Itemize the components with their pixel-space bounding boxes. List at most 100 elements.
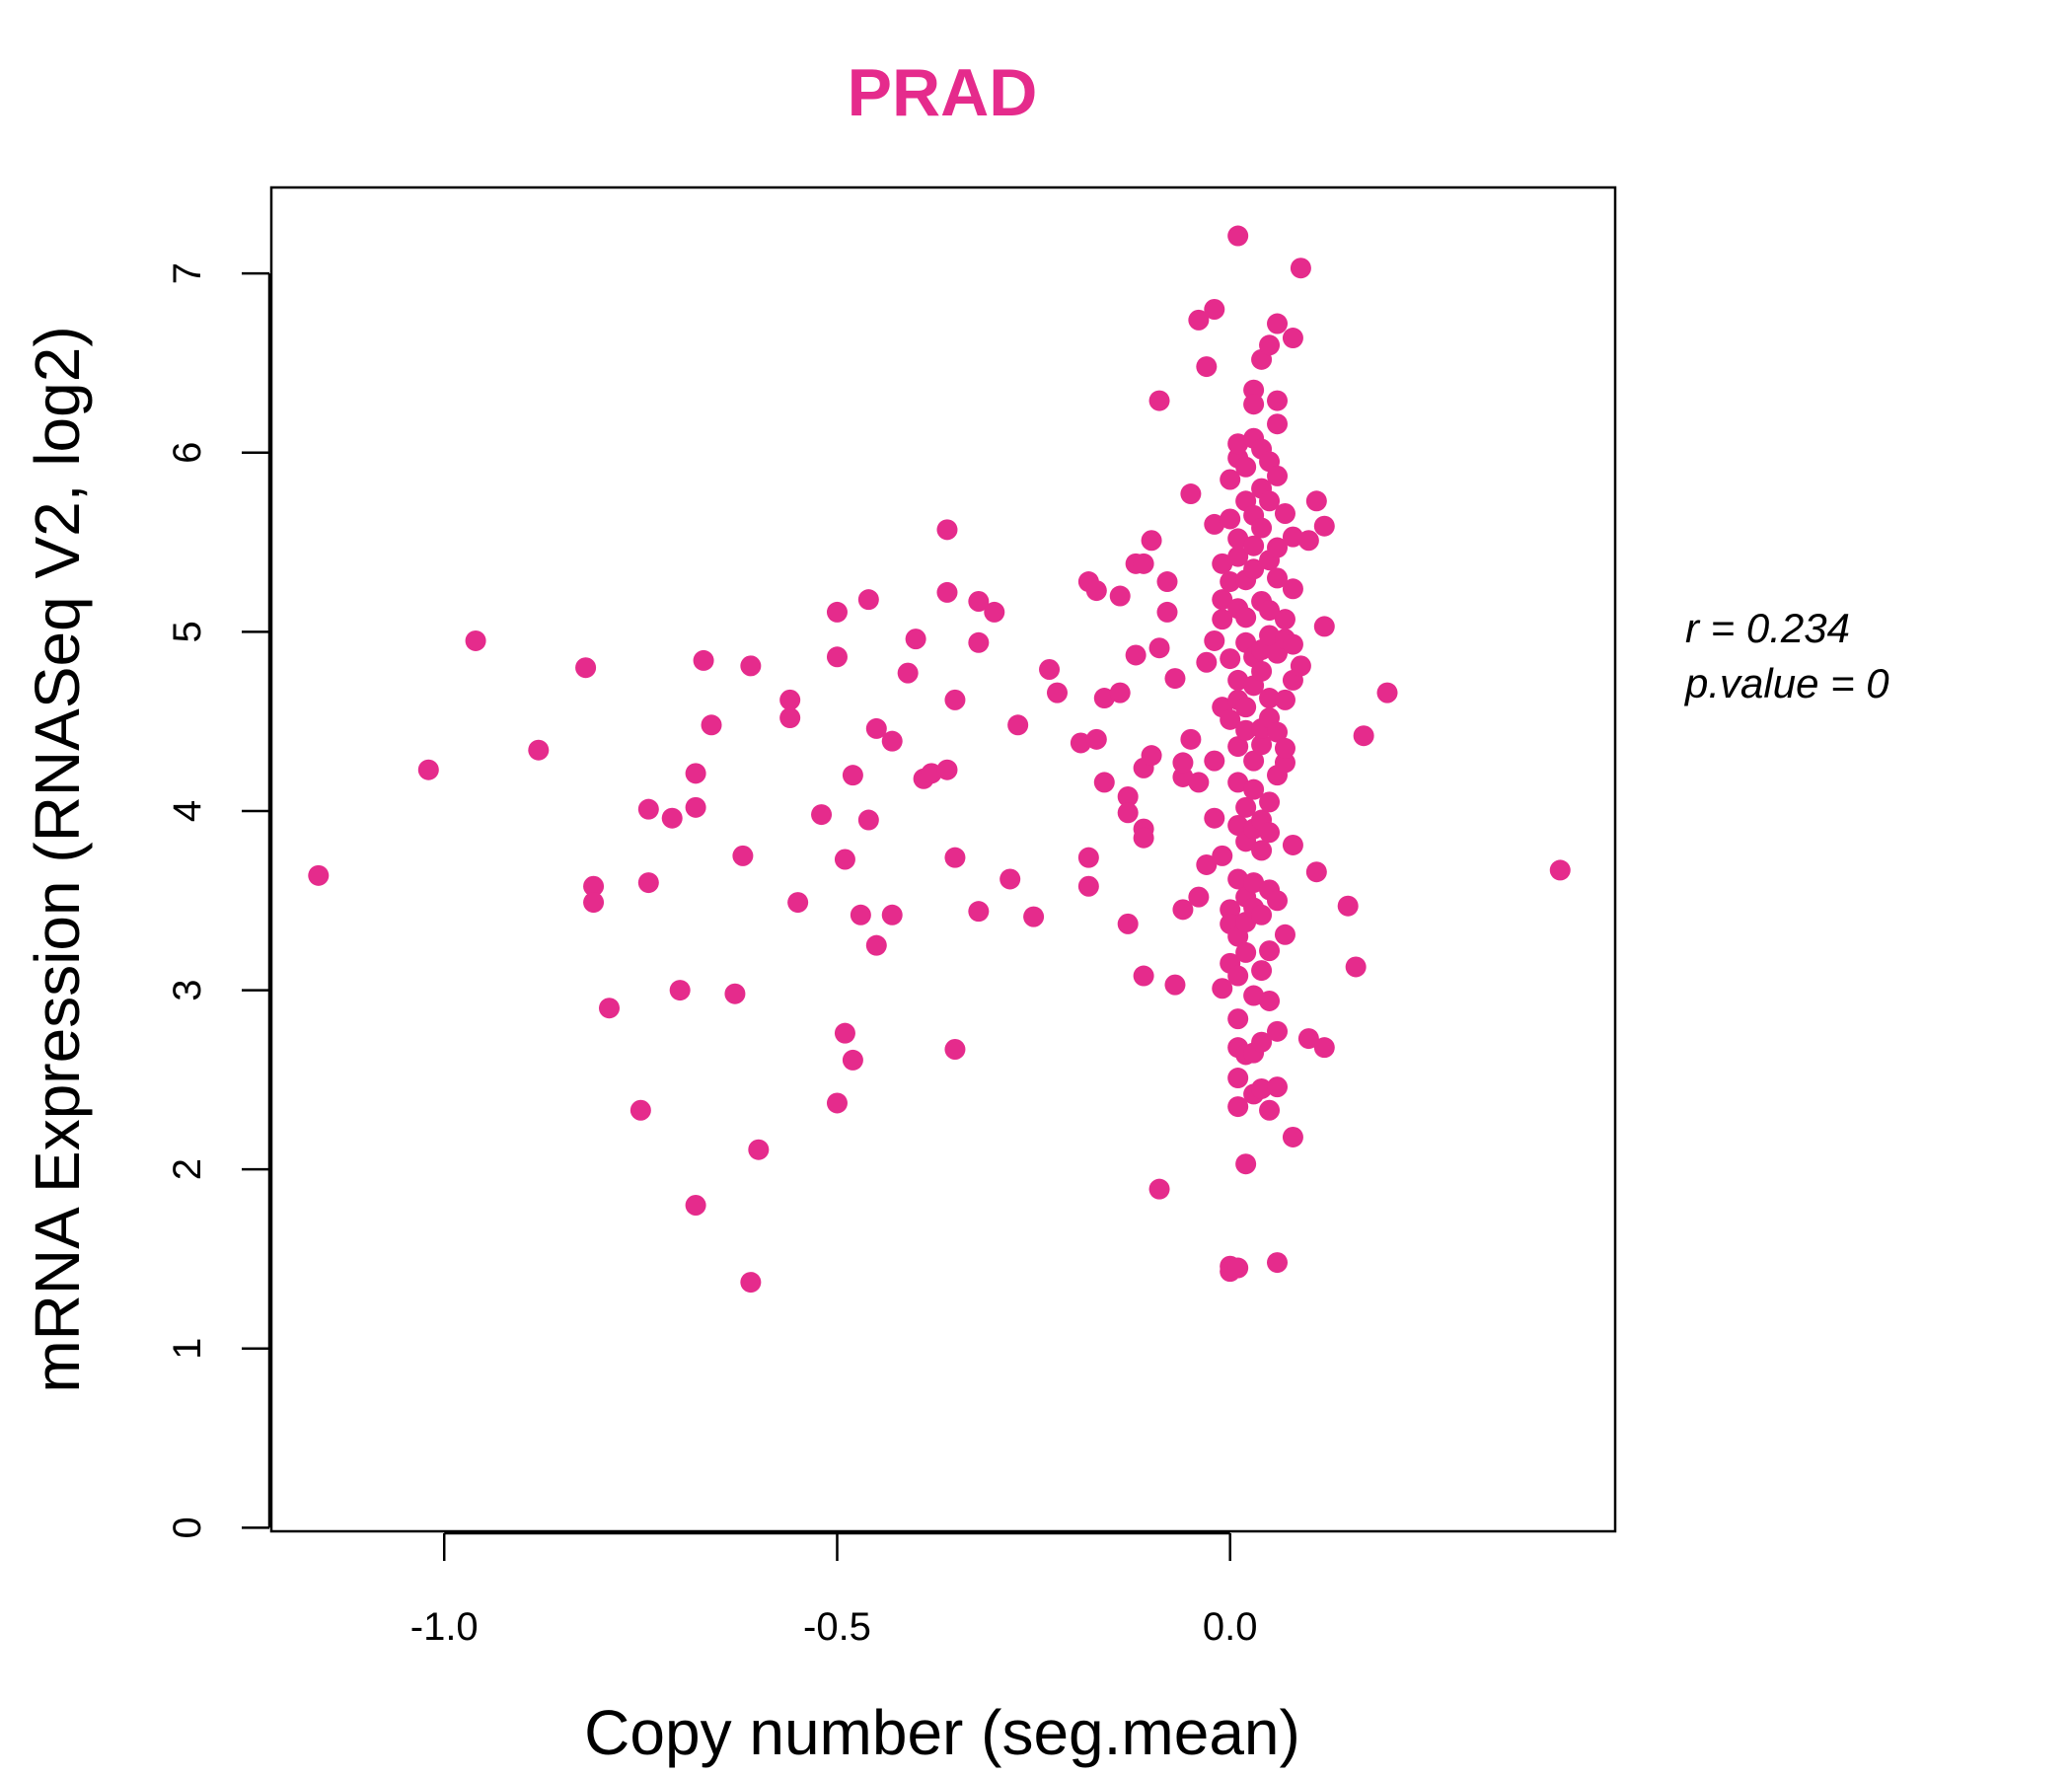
scatter-point [1141, 745, 1162, 767]
scatter-point [1093, 688, 1115, 709]
scatter-point [1243, 379, 1265, 401]
scatter-point [465, 629, 486, 651]
scatter-point [685, 796, 706, 818]
scatter-point [1267, 313, 1289, 334]
scatter-point [732, 845, 754, 866]
scatter-point [1259, 822, 1281, 844]
scatter-point [1109, 585, 1131, 607]
scatter-point [1196, 651, 1218, 673]
scatter-point [857, 589, 879, 611]
scatter-point [1251, 660, 1273, 682]
scatter-point [787, 892, 809, 914]
scatter-point [1243, 985, 1265, 1006]
scatter-point [1227, 772, 1249, 793]
scatter-point [1164, 668, 1186, 690]
scatter-point [1133, 553, 1154, 574]
scatter-point [1274, 737, 1295, 759]
scatter-point [944, 1038, 966, 1060]
scatter-point [1282, 328, 1303, 349]
scatter-point [528, 739, 550, 761]
scatter-point [1267, 465, 1289, 486]
scatter-point [701, 714, 722, 736]
scatter-point [1353, 725, 1374, 747]
scatter-point [936, 581, 958, 603]
scatter-point [1046, 682, 1068, 703]
y-tick-label: 4 [166, 800, 209, 822]
scatter-point [1267, 1020, 1289, 1042]
scatter-point [1267, 537, 1289, 558]
scatter-point [1227, 868, 1249, 890]
chart-title: PRAD [848, 55, 1038, 130]
scatter-point [1220, 571, 1241, 593]
scatter-point [1148, 390, 1170, 411]
scatter-point [936, 519, 958, 541]
scatter-point [1227, 528, 1249, 550]
scatter-point [1297, 1028, 1319, 1050]
scatter-point [1267, 1252, 1289, 1274]
scatter-point [1023, 906, 1045, 927]
scatter-point [1204, 629, 1225, 651]
scatter-point [1220, 508, 1241, 530]
scatter-point [1290, 655, 1311, 677]
scatter-point [1227, 225, 1249, 247]
scatter-point [1227, 1257, 1249, 1279]
y-axis: 0 1 2 3 4 5 6 7 [166, 262, 271, 1538]
scatter-point [1212, 589, 1233, 611]
scatter-point [629, 1099, 651, 1121]
scatter-point [1243, 750, 1265, 772]
scatter-point [779, 707, 801, 729]
scatter-point [1117, 785, 1139, 807]
scatter-point [1148, 1178, 1170, 1200]
plot-frame [269, 185, 1617, 1533]
p-value-label: p.value = 0 [1683, 660, 1889, 706]
scatter-point [1259, 625, 1281, 646]
scatter-point [1251, 1077, 1273, 1099]
scatter-point [1290, 258, 1311, 279]
scatter-point [779, 689, 801, 710]
scatter-point [1251, 960, 1273, 982]
scatter-point [1220, 469, 1241, 490]
scatter-point [1117, 913, 1139, 934]
y-tick-label: 1 [166, 1338, 209, 1360]
scatter-point [968, 590, 990, 612]
scatter-point [1235, 941, 1257, 963]
scatter-point [685, 763, 706, 784]
scatter-point [1133, 965, 1154, 987]
scatter-point [1313, 616, 1335, 637]
scatter-point [1188, 772, 1210, 793]
scatter-point [1259, 990, 1281, 1011]
scatter-point [944, 689, 966, 710]
scatter-point [1235, 456, 1257, 478]
scatter-point [936, 759, 958, 780]
scatter-point [1243, 872, 1265, 894]
scatter-point [881, 904, 903, 925]
x-tick-label: -0.5 [803, 1605, 871, 1649]
scatter-point [1077, 875, 1099, 897]
scatter-point [417, 759, 439, 780]
scatter-point [1164, 974, 1186, 996]
scatter-point [944, 847, 966, 868]
scatter-point [1282, 526, 1303, 548]
scatter-point [1313, 515, 1335, 537]
scatter-point [1227, 1008, 1249, 1030]
scatter-point [637, 872, 659, 894]
scatter-point [834, 849, 855, 870]
scatter-point [1305, 861, 1327, 883]
scatter-point [1220, 648, 1241, 670]
scatter-point [826, 601, 848, 623]
scatter-point [1039, 659, 1061, 681]
scatter-point [1297, 530, 1319, 552]
scatter-point [1549, 859, 1571, 881]
scatter-point [1282, 578, 1303, 600]
scatter-point [1267, 721, 1289, 743]
scatter-point [984, 601, 1005, 623]
scatter-point [583, 875, 605, 897]
scatter-point [1180, 728, 1202, 750]
x-axis: -1.0 -0.5 0.0 [410, 1531, 1258, 1649]
scatter-point [842, 765, 863, 786]
scatter-point [1212, 845, 1233, 866]
data-points [308, 225, 1571, 1294]
scatter-point [1188, 309, 1210, 331]
y-tick-label: 2 [166, 1158, 209, 1180]
scatter-point [1376, 682, 1398, 703]
